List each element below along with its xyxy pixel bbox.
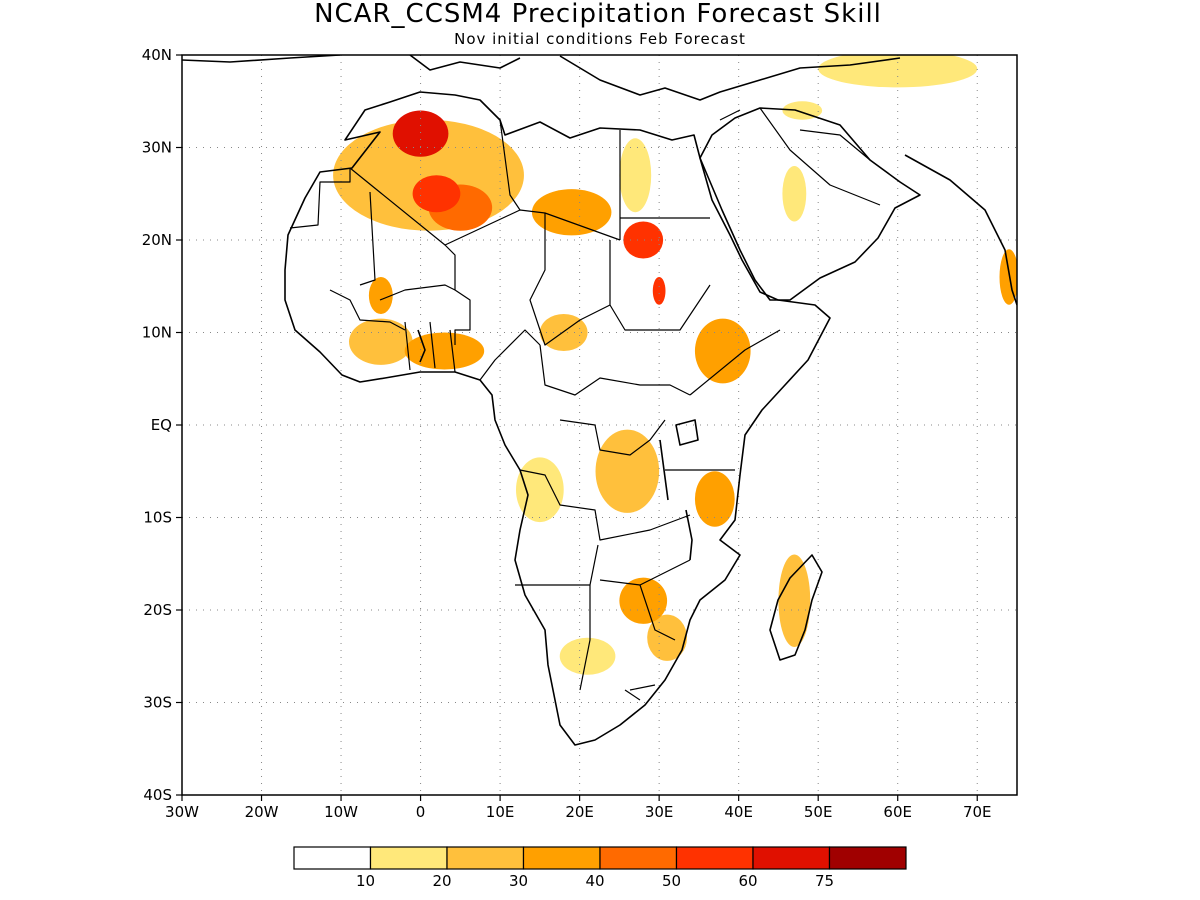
coastline-india bbox=[904, 154, 1017, 306]
skill-region bbox=[694, 471, 735, 527]
lon-tick-label: 60E bbox=[883, 803, 912, 821]
lon-tick-label: 10E bbox=[486, 803, 515, 821]
skill-region bbox=[516, 457, 564, 523]
skill-region bbox=[595, 429, 660, 513]
lon-tick-label: 30E bbox=[645, 803, 674, 821]
lon-tick-label: 30W bbox=[165, 803, 199, 821]
lon-tick-label: 0 bbox=[416, 803, 426, 821]
skill-region bbox=[623, 221, 664, 259]
skill-region bbox=[778, 554, 811, 647]
map-title: NCAR_CCSM4 Precipitation Forecast Skill bbox=[314, 0, 882, 29]
lat-tick-label: EQ bbox=[151, 416, 172, 434]
lon-tick-label: 70E bbox=[963, 803, 992, 821]
colorbar-swatch bbox=[446, 846, 525, 870]
latitude-ticks: 40N 30N 20N 10N EQ 10S 20S 30S 40S bbox=[142, 46, 182, 804]
lake-victoria bbox=[675, 419, 699, 446]
lake-volta bbox=[417, 329, 426, 363]
country-borders bbox=[289, 107, 881, 701]
skill-region bbox=[619, 577, 668, 624]
lat-tick-label: 40N bbox=[142, 46, 172, 64]
lon-tick-label: 50E bbox=[804, 803, 833, 821]
colorbar-label: 50 bbox=[662, 872, 681, 890]
lat-tick-label: 20S bbox=[143, 601, 172, 619]
skill-region bbox=[404, 332, 485, 370]
coastline-madagascar bbox=[769, 554, 823, 661]
colorbar-swatch bbox=[599, 846, 678, 870]
colorbar-label: 20 bbox=[432, 872, 451, 890]
colorbar-label: 75 bbox=[815, 872, 834, 890]
skill-shading-layer bbox=[333, 55, 1017, 675]
colorbar-swatch bbox=[675, 846, 754, 870]
skill-region bbox=[782, 166, 807, 222]
lat-tick-label: 30N bbox=[142, 139, 172, 157]
colorbar-label: 60 bbox=[738, 872, 757, 890]
skill-region bbox=[412, 175, 461, 213]
coastline-africa bbox=[284, 91, 831, 746]
longitude-ticks: 30W 20W 10W 0 10E 20E 30E 40E 50E 60E 70E bbox=[165, 795, 992, 821]
skill-region bbox=[559, 637, 616, 675]
colorbar-swatch bbox=[752, 846, 831, 870]
skill-region bbox=[619, 138, 652, 213]
lon-tick-label: 40E bbox=[724, 803, 753, 821]
colorbar-label: 40 bbox=[585, 872, 604, 890]
lat-tick-label: 10S bbox=[143, 509, 172, 527]
coastline-europe bbox=[182, 55, 901, 101]
colorbar-label: 10 bbox=[356, 872, 375, 890]
skill-region bbox=[392, 110, 449, 157]
colorbar: 10 20 30 40 50 60 75 bbox=[293, 846, 907, 890]
skill-region bbox=[349, 318, 413, 365]
lon-tick-label: 10W bbox=[324, 803, 358, 821]
lat-tick-label: 20N bbox=[142, 231, 172, 249]
skill-region bbox=[694, 318, 751, 384]
lon-tick-label: 20W bbox=[245, 803, 279, 821]
map-subtitle: Nov initial conditions Feb Forecast bbox=[454, 30, 746, 48]
lake-tanganyika bbox=[659, 439, 669, 501]
lake-malawi bbox=[685, 509, 693, 561]
colorbar-swatch bbox=[293, 846, 372, 870]
lat-tick-label: 30S bbox=[143, 694, 172, 712]
lon-tick-label: 20E bbox=[565, 803, 594, 821]
colorbar-swatch bbox=[828, 846, 907, 870]
colorbar-swatch bbox=[522, 846, 601, 870]
colorbar-label: 30 bbox=[509, 872, 528, 890]
lat-tick-label: 40S bbox=[143, 786, 172, 804]
skill-region bbox=[647, 614, 687, 661]
skill-region bbox=[531, 189, 612, 236]
skill-region bbox=[652, 277, 666, 305]
graticule bbox=[182, 55, 1017, 795]
colorbar-swatch bbox=[369, 846, 448, 870]
map-plot-area bbox=[182, 55, 1017, 795]
lat-tick-label: 10N bbox=[142, 324, 172, 342]
skill-region bbox=[368, 277, 393, 314]
